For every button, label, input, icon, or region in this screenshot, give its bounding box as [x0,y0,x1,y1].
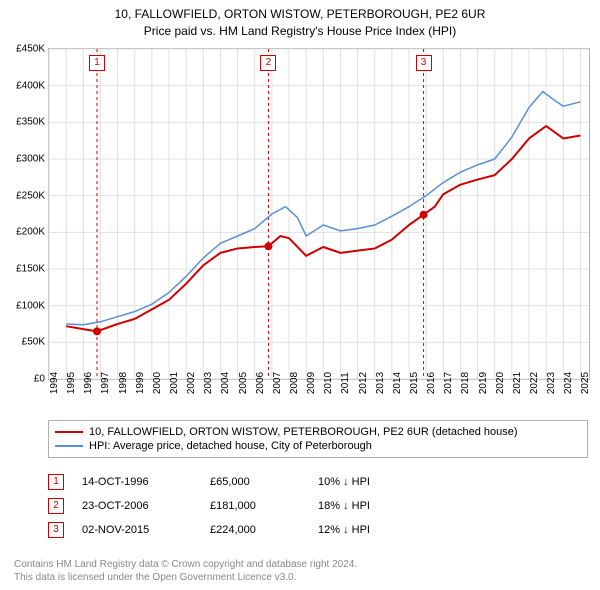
y-tick-label: £0 [34,374,45,385]
event-date-2: 23-OCT-2006 [82,500,192,512]
sale-marker-box: 3 [416,55,432,71]
legend-row-hpi: HPI: Average price, detached house, City… [55,439,581,453]
x-tick-label: 2011 [340,372,351,394]
x-tick-label: 2015 [409,372,420,394]
legend-label-property: 10, FALLOWFIELD, ORTON WISTOW, PETERBORO… [89,426,518,438]
title-line-1: 10, FALLOWFIELD, ORTON WISTOW, PETERBORO… [0,6,600,23]
event-row-2: 2 23-OCT-2006 £181,000 18% ↓ HPI [48,498,588,514]
x-tick-label: 2006 [255,372,266,394]
y-tick-label: £400K [16,80,45,91]
x-tick-label: 2022 [529,372,540,394]
legend-swatch-property [55,431,83,433]
event-delta-2: 18% ↓ HPI [318,500,370,512]
x-tick-label: 2012 [358,372,369,394]
x-tick-label: 2004 [220,372,231,394]
event-price-2: £181,000 [210,500,300,512]
x-tick-label: 2020 [495,372,506,394]
title-block: 10, FALLOWFIELD, ORTON WISTOW, PETERBORO… [0,0,600,40]
y-tick-label: £450K [16,44,45,55]
x-tick-label: 2014 [392,372,403,394]
x-tick-label: 1998 [118,372,129,394]
plot-svg [49,49,589,379]
x-tick-label: 2008 [289,372,300,394]
x-tick-label: 2013 [375,372,386,394]
x-tick-label: 2007 [272,372,283,394]
events-table: 1 14-OCT-1996 £65,000 10% ↓ HPI 2 23-OCT… [48,466,588,546]
x-tick-label: 2017 [443,372,454,394]
legend-swatch-hpi [55,445,83,447]
footer: Contains HM Land Registry data © Crown c… [14,558,357,584]
x-tick-label: 1997 [100,372,111,394]
title-line-2: Price paid vs. HM Land Registry's House … [0,23,600,40]
sale-marker-box: 1 [89,55,105,71]
x-tick-label: 2021 [512,372,523,394]
x-tick-label: 2010 [323,372,334,394]
x-tick-label: 2000 [152,372,163,394]
event-delta-1: 10% ↓ HPI [318,476,370,488]
x-tick-label: 2001 [169,372,180,394]
event-price-1: £65,000 [210,476,300,488]
event-row-1: 1 14-OCT-1996 £65,000 10% ↓ HPI [48,474,588,490]
plot-area: £0£50K£100K£150K£200K£250K£300K£350K£400… [48,48,590,380]
chart-container: 10, FALLOWFIELD, ORTON WISTOW, PETERBORO… [0,0,600,590]
y-tick-label: £350K [16,117,45,128]
event-price-3: £224,000 [210,524,300,536]
x-tick-label: 1996 [83,372,94,394]
x-tick-label: 2024 [563,372,574,394]
x-tick-label: 2005 [238,372,249,394]
x-tick-label: 2023 [546,372,557,394]
event-marker-1: 1 [48,474,64,490]
sale-marker-box: 2 [260,55,276,71]
x-tick-label: 2019 [478,372,489,394]
y-tick-label: £150K [16,264,45,275]
event-marker-2: 2 [48,498,64,514]
legend: 10, FALLOWFIELD, ORTON WISTOW, PETERBORO… [48,420,588,458]
y-tick-label: £100K [16,300,45,311]
event-delta-3: 12% ↓ HPI [318,524,370,536]
legend-label-hpi: HPI: Average price, detached house, City… [89,440,372,452]
x-tick-label: 2003 [203,372,214,394]
event-row-3: 3 02-NOV-2015 £224,000 12% ↓ HPI [48,522,588,538]
x-tick-label: 2018 [460,372,471,394]
footer-line-2: This data is licensed under the Open Gov… [14,571,357,584]
x-tick-label: 2002 [186,372,197,394]
event-date-1: 14-OCT-1996 [82,476,192,488]
y-tick-label: £250K [16,190,45,201]
y-tick-label: £200K [16,227,45,238]
event-marker-3: 3 [48,522,64,538]
x-tick-label: 2025 [580,372,591,394]
x-tick-label: 2016 [426,372,437,394]
y-tick-label: £50K [22,337,45,348]
x-tick-label: 1995 [66,372,77,394]
y-tick-label: £300K [16,154,45,165]
x-tick-label: 1999 [135,372,146,394]
footer-line-1: Contains HM Land Registry data © Crown c… [14,558,357,571]
x-tick-label: 2009 [306,372,317,394]
event-date-3: 02-NOV-2015 [82,524,192,536]
legend-row-property: 10, FALLOWFIELD, ORTON WISTOW, PETERBORO… [55,425,581,439]
x-tick-label: 1994 [49,372,60,394]
